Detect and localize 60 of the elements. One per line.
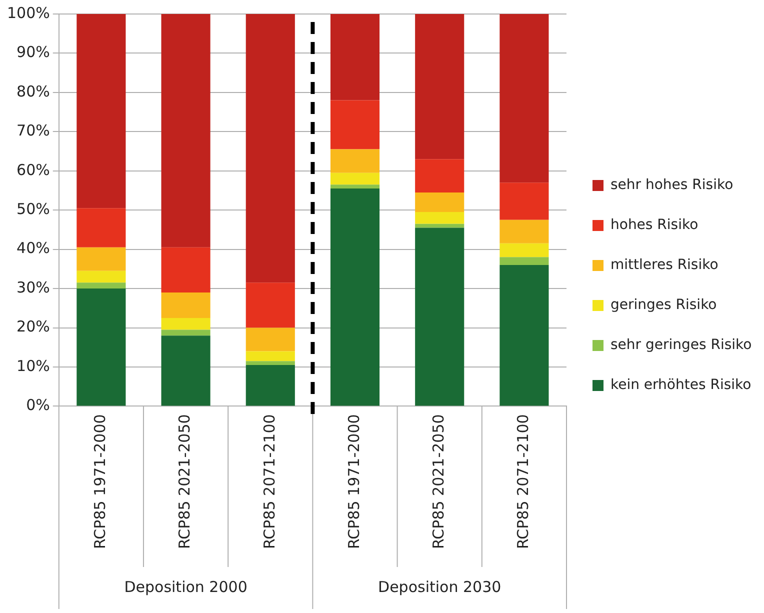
bar xyxy=(246,282,295,328)
x-tick-label: RCP85 2021-2050 xyxy=(429,414,448,550)
bar xyxy=(415,212,464,224)
bar xyxy=(330,184,380,189)
bar xyxy=(246,14,295,283)
legend-label: kein erhöhtes Risiko xyxy=(610,377,752,394)
bar xyxy=(246,361,295,366)
legend-label: sehr hohes Risiko xyxy=(610,177,734,194)
bar xyxy=(500,257,549,265)
bar xyxy=(161,292,210,318)
bar xyxy=(500,265,549,406)
bar xyxy=(330,14,380,100)
y-tick-label: 0% xyxy=(26,396,50,414)
bar xyxy=(161,318,210,330)
bar xyxy=(246,351,295,362)
y-tick-label: 40% xyxy=(16,239,50,258)
y-tick-label: 50% xyxy=(16,200,50,218)
bar xyxy=(76,270,126,283)
bar xyxy=(246,328,295,352)
bar xyxy=(76,208,126,248)
y-tick-label: 20% xyxy=(16,318,50,336)
y-tick-label: 80% xyxy=(16,82,50,100)
y-tick-label: 60% xyxy=(16,160,50,179)
y-tick-label: 100% xyxy=(6,4,50,22)
bar xyxy=(500,243,549,258)
x-tick-label: RCP85 2071-2100 xyxy=(514,414,532,550)
text: Deposition 2000 xyxy=(124,578,248,596)
bar xyxy=(415,14,464,160)
x-tick-label: RCP85 1971-2000 xyxy=(344,414,363,550)
y-tick-label: 70% xyxy=(16,122,50,140)
bar xyxy=(500,182,549,220)
bar xyxy=(330,172,380,185)
bar xyxy=(500,220,549,244)
bar xyxy=(76,288,126,406)
x-tick-label: RCP85 1971-2000 xyxy=(91,414,110,550)
bar xyxy=(76,14,126,208)
bar xyxy=(330,100,380,150)
legend-label: sehr geringes Risiko xyxy=(610,337,752,354)
bar xyxy=(246,365,295,406)
bar xyxy=(415,159,464,192)
bar xyxy=(161,247,210,292)
legend-label: mittleres Risiko xyxy=(610,257,718,274)
bar xyxy=(415,228,464,406)
text: Deposition 2030 xyxy=(378,578,502,596)
x-tick-label: RCP85 2021-2050 xyxy=(176,414,194,550)
bar xyxy=(500,14,549,183)
legend-label: hohes Risiko xyxy=(610,217,698,234)
y-tick-label: 10% xyxy=(16,356,50,375)
y-tick-label: 90% xyxy=(16,43,50,62)
bar xyxy=(161,336,210,406)
bar xyxy=(330,149,380,173)
bar xyxy=(415,192,464,212)
bar xyxy=(330,188,380,406)
bar xyxy=(161,14,210,248)
legend-label: geringes Risiko xyxy=(610,297,717,314)
bar xyxy=(161,330,210,336)
bar xyxy=(76,247,126,271)
bar xyxy=(76,282,126,289)
x-tick-label: RCP85 2071-2100 xyxy=(260,414,278,550)
y-tick-label: 30% xyxy=(16,278,50,296)
